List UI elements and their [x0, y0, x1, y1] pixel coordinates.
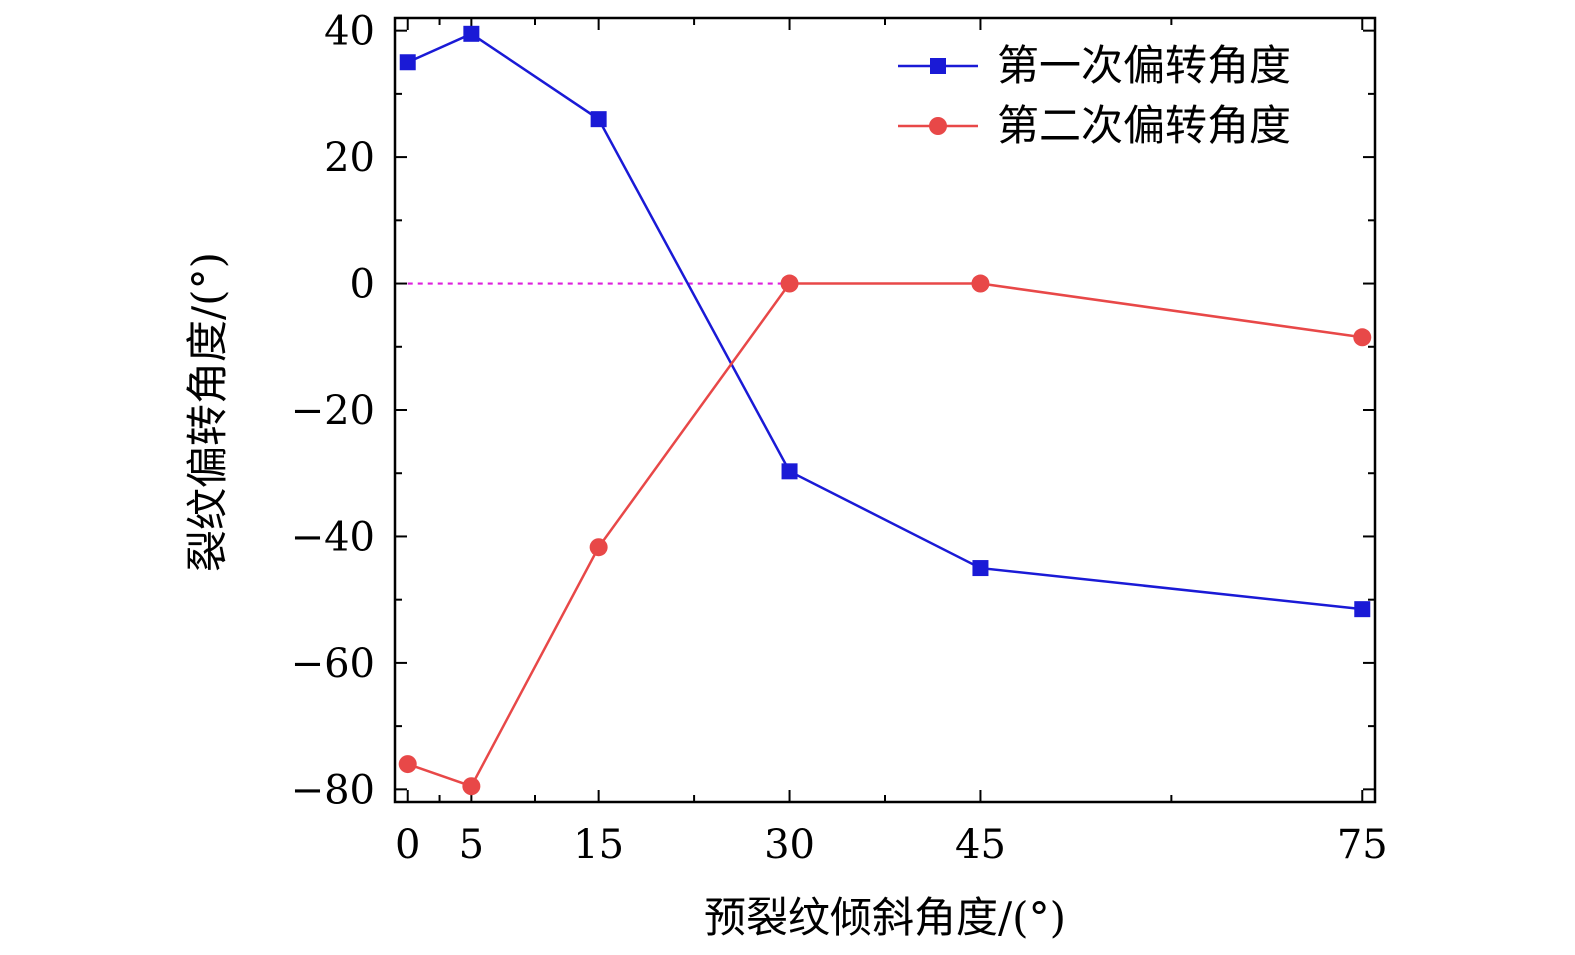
data-point-circle [398, 755, 417, 774]
y-tick-label: 40 [324, 9, 375, 55]
x-tick-label: 75 [1337, 822, 1388, 868]
y-axis-title: 裂纹偏转角度/(°) [183, 252, 232, 572]
y-tick-label: 20 [324, 135, 375, 181]
y-tick-label: −20 [291, 388, 375, 434]
x-axis-title: 预裂纹倾斜角度/(°) [704, 893, 1066, 942]
x-tick-label: 5 [459, 822, 484, 868]
x-tick-label: 0 [395, 822, 420, 868]
legend-label-second: 第二次偏转角度 [997, 101, 1291, 150]
x-tick-label: 15 [573, 822, 624, 868]
data-point-circle [971, 274, 990, 293]
series-line-1 [407, 32, 1363, 611]
data-point-square [590, 111, 607, 128]
legend-marker-second [929, 117, 947, 135]
series-group [398, 25, 1372, 796]
x-tick-label: 30 [764, 822, 815, 868]
data-point-circle [1353, 328, 1372, 347]
data-point-square [781, 463, 798, 480]
data-point-circle [462, 777, 481, 796]
y-tick-label: 0 [350, 262, 375, 308]
legend-marker-first [930, 58, 946, 74]
axis-ticks [395, 18, 1375, 802]
x-tick-labels: 0 5 15 30 45 75 [395, 822, 1388, 868]
plot-area [393, 16, 1377, 804]
y-tick-label: −40 [291, 514, 375, 560]
series-line-2 [407, 282, 1363, 788]
y-tick-label: −60 [291, 641, 375, 687]
data-point-circle [589, 538, 608, 557]
data-point-square [463, 25, 480, 42]
data-point-square [399, 54, 416, 71]
data-point-circle [780, 274, 799, 293]
y-tick-labels: −80 −60 −40 −20 0 20 40 [291, 9, 375, 814]
data-point-square [1354, 601, 1371, 618]
legend-label-first: 第一次偏转角度 [997, 41, 1291, 90]
x-tick-label: 45 [955, 822, 1006, 868]
data-point-square [972, 560, 989, 577]
y-tick-label: −80 [291, 767, 375, 813]
legend: 第一次偏转角度 第二次偏转角度 [898, 41, 1291, 150]
